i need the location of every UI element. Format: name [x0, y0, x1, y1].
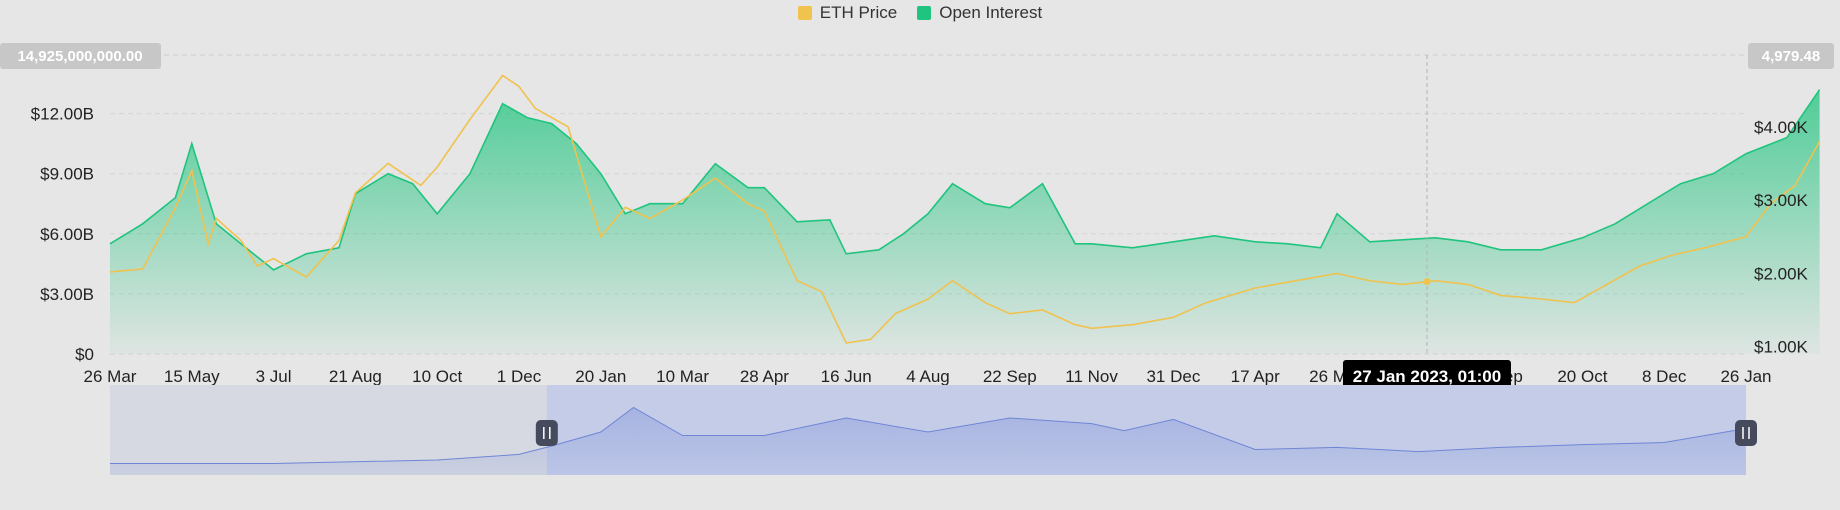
- x-axis-tick-label: 10 Oct: [412, 367, 462, 386]
- navigator-left-handle[interactable]: [535, 420, 558, 446]
- x-axis-tick-label: 8 Dec: [1642, 367, 1687, 386]
- right-max-badge: 4,979.48: [1748, 43, 1834, 69]
- crosshair-point: [1423, 278, 1431, 286]
- navigator-handle-grip[interactable]: [535, 420, 558, 446]
- x-axis-tick-label: 31 Dec: [1146, 367, 1200, 386]
- left-axis-tick-label: $0: [75, 345, 94, 364]
- left-axis-tick-label: $12.00B: [31, 105, 94, 124]
- right-axis-tick-label: $4.00K: [1754, 118, 1809, 137]
- x-axis-tick-label: 26 Jan: [1720, 367, 1771, 386]
- x-axis-tick-label: 10 Mar: [656, 367, 709, 386]
- x-axis-tick-label: 26 Mar: [84, 367, 137, 386]
- left-axis-tick-label: $6.00B: [40, 225, 94, 244]
- right-max-badge-text: 4,979.48: [1762, 48, 1820, 65]
- x-axis-tick-label: 17 Apr: [1231, 367, 1280, 386]
- left-max-badge: 14,925,000,000.00: [0, 43, 161, 69]
- navigator-right-handle[interactable]: [1735, 420, 1757, 446]
- eth-price-swatch: [797, 6, 812, 20]
- eth-price-line: [109, 74, 1821, 344]
- legend-item-open-interest[interactable]: Open Interest: [917, 3, 1042, 23]
- right-axis-tick-label: $3.00K: [1754, 191, 1809, 210]
- legend-item-eth-price[interactable]: ETH Price: [797, 3, 898, 23]
- left-max-badge-text: 14,925,000,000.00: [17, 48, 142, 65]
- navigator-area: [110, 407, 1746, 475]
- x-axis-tick-label: 28 Apr: [740, 367, 789, 386]
- left-axis-tick-label: $9.00B: [40, 165, 94, 184]
- right-axis-tick-label: $2.00K: [1754, 264, 1809, 283]
- x-axis-tick-label: 22 Sep: [983, 367, 1037, 386]
- legend-label-open-interest: Open Interest: [939, 3, 1043, 22]
- x-axis-tick-label: 15 May: [164, 367, 220, 386]
- left-axis-ticks: $0 $3.00B $6.00B $9.00B $12.00B: [31, 105, 94, 364]
- open-interest-line: [109, 89, 1821, 271]
- open-interest-area: [110, 89, 1820, 354]
- x-axis-tick-label: 3 Jul: [256, 367, 292, 386]
- navigator-handle-grip[interactable]: [1735, 420, 1757, 446]
- x-axis-tick-label: 20 Jan: [575, 367, 626, 386]
- crosshair-tooltip-text: 27 Jan 2023, 01:00: [1353, 367, 1501, 386]
- x-axis-tick-label: 20 Oct: [1557, 367, 1607, 386]
- x-axis-tick-label: 4 Aug: [906, 367, 950, 386]
- x-axis-tick-label: 21 Aug: [329, 367, 382, 386]
- right-axis-ticks: $1.00K $2.00K $3.00K $4.00K: [1754, 118, 1809, 357]
- navigator[interactable]: [110, 385, 1757, 475]
- x-axis-tick-label: 16 Jun: [821, 367, 872, 386]
- crosshair-tooltip: 27 Jan 2023, 01:00: [1342, 360, 1511, 391]
- x-axis-tick-label: 11 Nov: [1065, 367, 1118, 386]
- legend-label-eth-price: ETH Price: [819, 3, 898, 22]
- x-axis-tick-label: 1 Dec: [497, 367, 542, 386]
- navigator-line: [110, 406, 1747, 464]
- x-axis-ticks: 26 Mar 15 May 3 Jul 21 Aug 10 Oct 1 Dec 20 Jan…: [84, 367, 1772, 386]
- open-interest-swatch: [917, 6, 932, 20]
- right-axis-tick-label: $1.00K: [1754, 338, 1809, 357]
- left-axis-tick-label: $3.00B: [40, 285, 94, 304]
- chart-legend: ETH Price Open Interest: [0, 3, 1840, 23]
